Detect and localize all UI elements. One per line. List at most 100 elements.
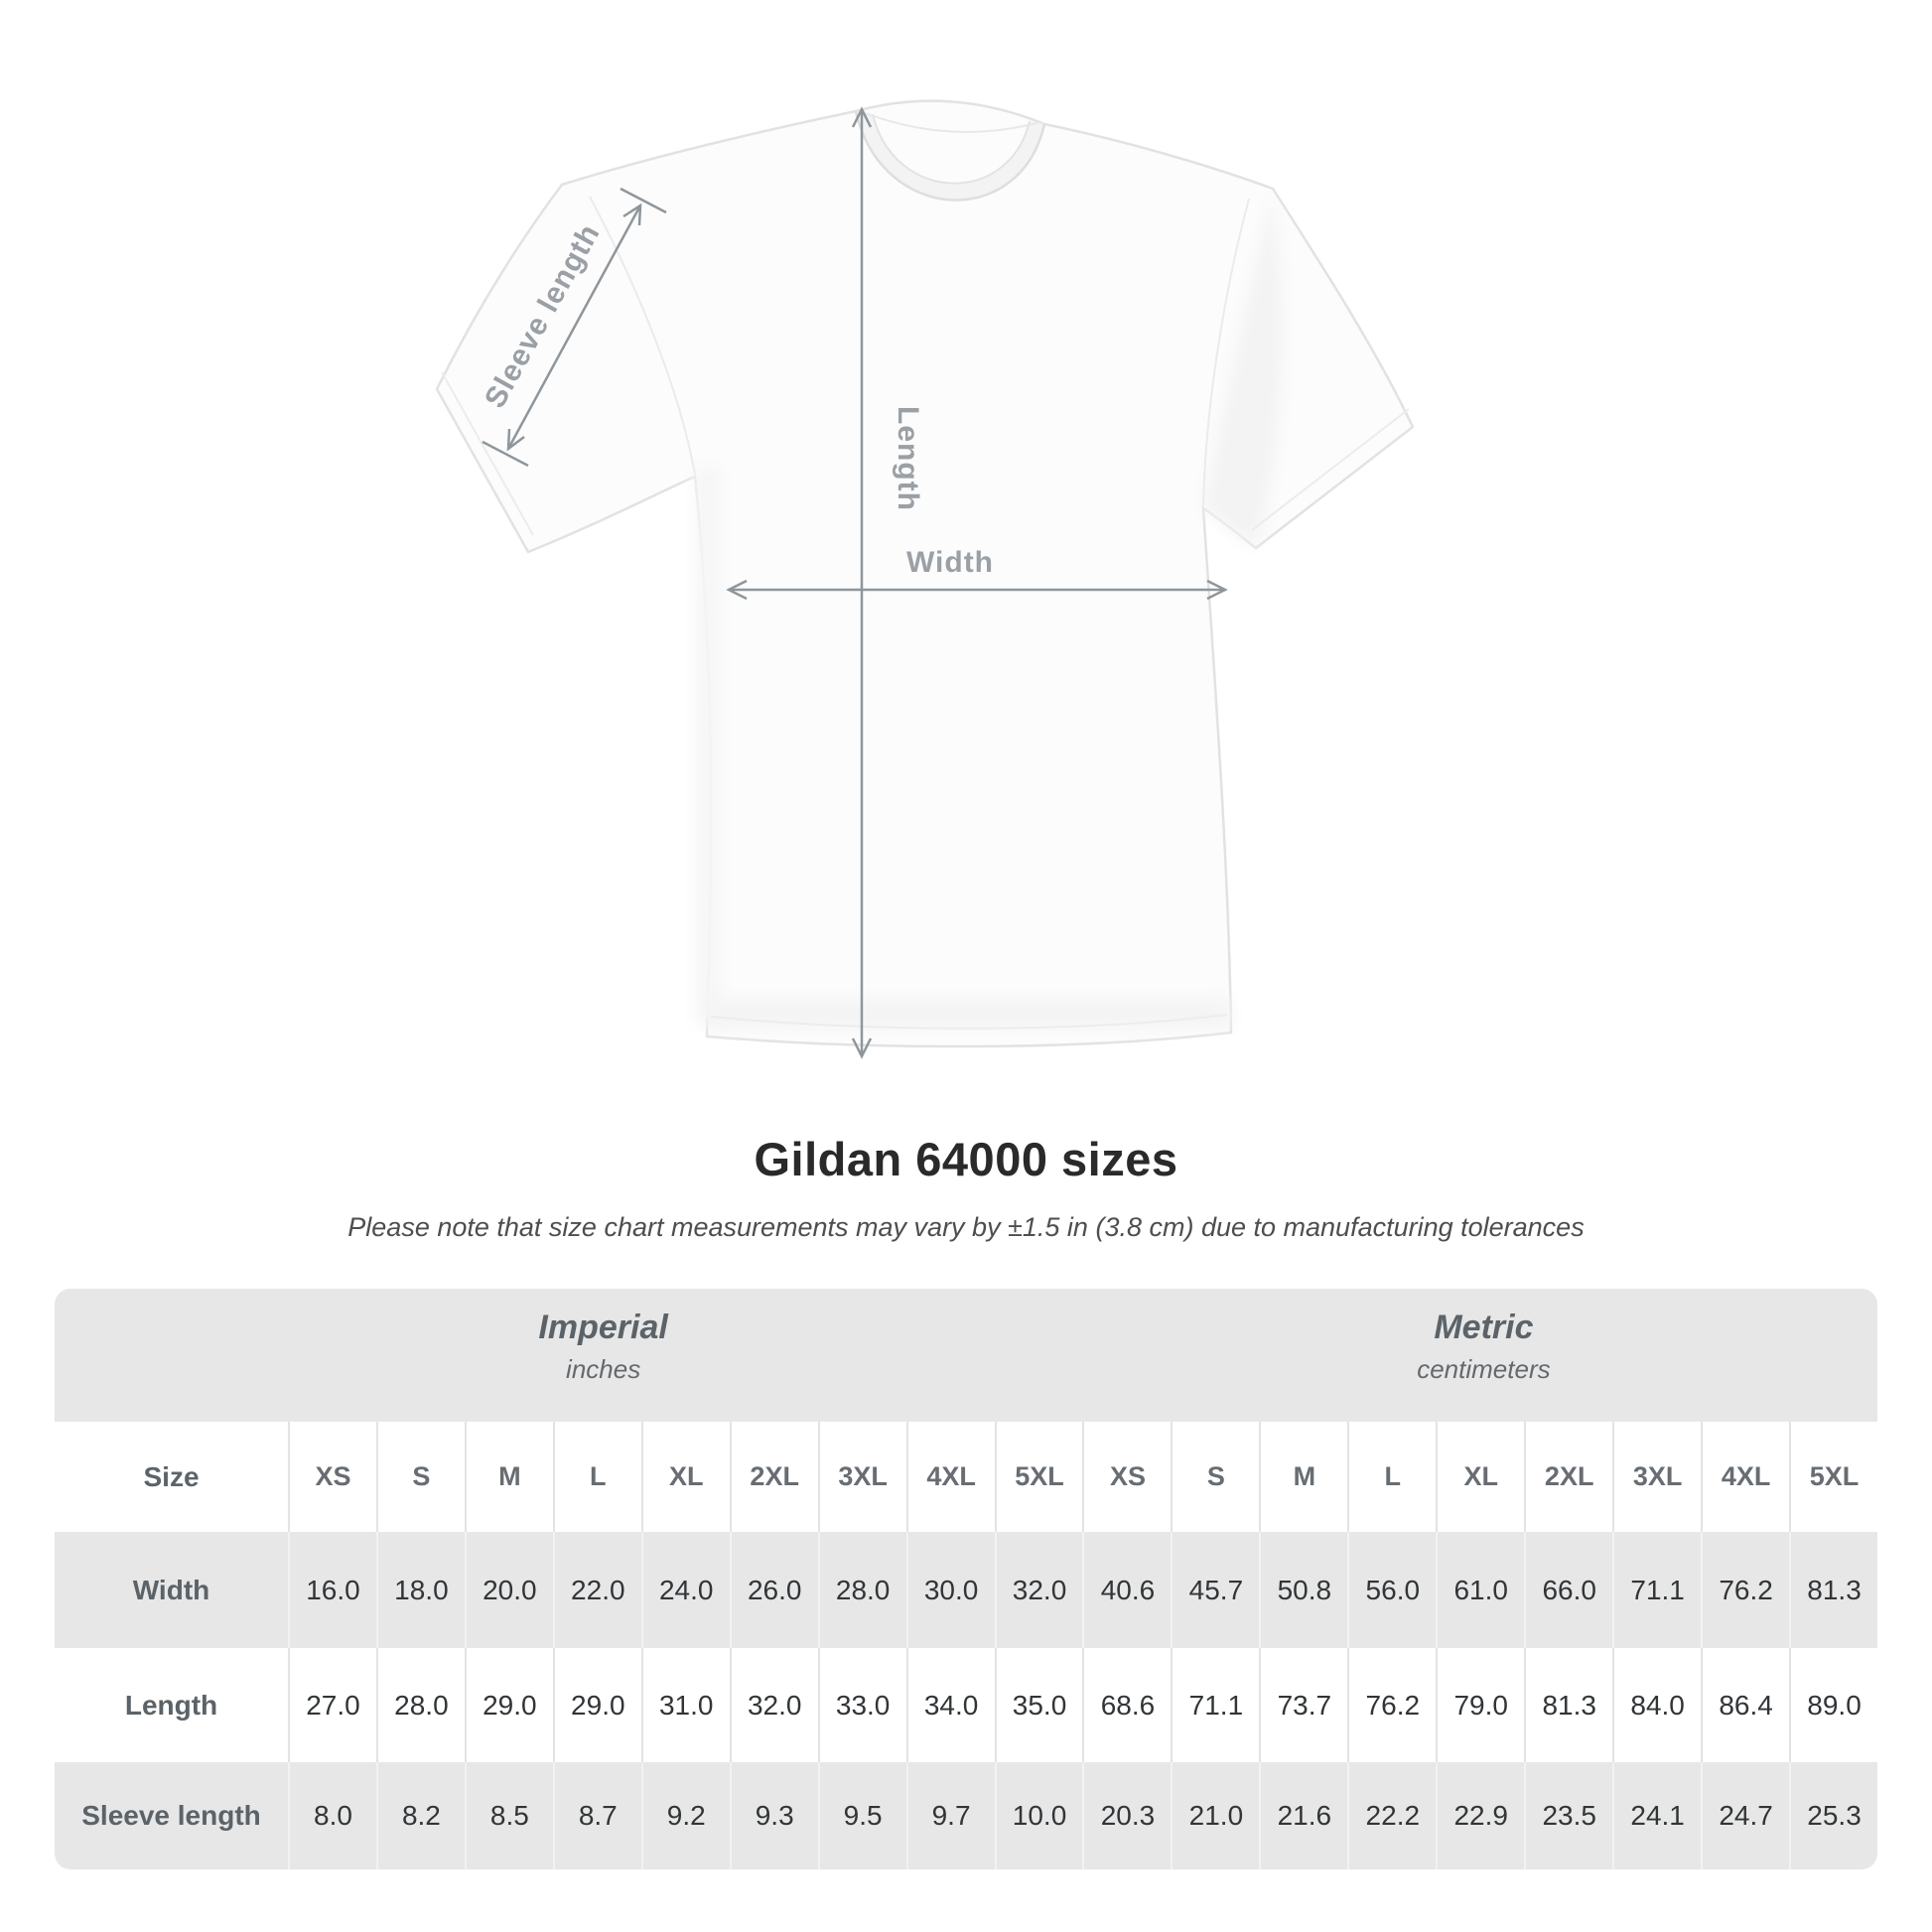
value-cell: 8.0 (288, 1762, 376, 1869)
collar-inner-edge (872, 113, 1031, 185)
size-header-cell: M (1259, 1422, 1347, 1532)
value-cell: 50.8 (1259, 1532, 1347, 1648)
table-row-length: Length 27.0 28.0 29.0 29.0 31.0 32.0 33.… (55, 1648, 1877, 1762)
value-cell: 71.1 (1171, 1648, 1259, 1762)
size-header-cell: 5XL (994, 1422, 1083, 1532)
size-header-row: Size XS S M L XL 2XL 3XL 4XL 5XL XS S M … (55, 1422, 1877, 1532)
value-cell: 32.0 (994, 1532, 1083, 1648)
tshirt-measurement-diagram: Sleeve length Length Width (435, 99, 1415, 1059)
value-cell: 86.4 (1701, 1648, 1789, 1762)
value-cell: 71.1 (1612, 1532, 1701, 1648)
value-cell: 24.7 (1701, 1762, 1789, 1869)
width-arrow (726, 579, 1228, 601)
collar-back-edge (865, 112, 1037, 133)
size-header-cell: 4XL (905, 1422, 995, 1532)
size-header-cell: M (464, 1422, 553, 1532)
imperial-group-header: Imperial inches (538, 1309, 667, 1385)
value-cell: 61.0 (1436, 1532, 1524, 1648)
value-cell: 79.0 (1436, 1648, 1524, 1762)
value-cell: 22.9 (1436, 1762, 1524, 1869)
value-cell: 8.2 (375, 1762, 465, 1869)
value-cell: 76.2 (1347, 1648, 1436, 1762)
value-cell: 89.0 (1789, 1648, 1877, 1762)
left-side-shade (695, 467, 721, 1023)
value-cell: 20.0 (464, 1532, 553, 1648)
size-header-cell: 3XL (1612, 1422, 1701, 1532)
value-cell: 35.0 (994, 1648, 1083, 1762)
page-title: Gildan 64000 sizes (754, 1133, 1178, 1185)
tshirt-body (435, 99, 1415, 1048)
width-label: Width (906, 546, 994, 579)
value-cell: 24.1 (1612, 1762, 1701, 1869)
measurement-arrows (482, 106, 1228, 1059)
value-cell: 68.6 (1082, 1648, 1171, 1762)
hem-stitch (710, 1014, 1228, 1030)
left-armhole-seam (589, 196, 696, 476)
value-cell: 22.2 (1347, 1762, 1436, 1869)
value-cell: 32.0 (729, 1648, 818, 1762)
value-cell: 81.3 (1524, 1648, 1612, 1762)
value-cell: 27.0 (288, 1648, 376, 1762)
value-cell: 16.0 (288, 1532, 376, 1648)
size-header-cell: S (375, 1422, 465, 1532)
size-header-cell: 4XL (1701, 1422, 1789, 1532)
metric-label: Metric (1434, 1309, 1534, 1346)
size-header-cell: 2XL (729, 1422, 818, 1532)
collar-band-fill (856, 111, 1044, 201)
metric-unit-label: centimeters (1417, 1354, 1551, 1384)
size-header-cell: 3XL (817, 1422, 906, 1532)
imperial-unit-label: inches (566, 1354, 641, 1384)
value-cell: 73.7 (1259, 1648, 1347, 1762)
value-cell: 21.6 (1259, 1762, 1347, 1869)
value-cell: 22.0 (552, 1532, 641, 1648)
value-cell: 9.7 (905, 1762, 995, 1869)
value-cell: 10.0 (994, 1762, 1083, 1869)
value-cell: 84.0 (1612, 1648, 1701, 1762)
value-cell: 29.0 (552, 1648, 641, 1762)
length-label: Length (892, 406, 924, 511)
size-header-cell: 5XL (1789, 1422, 1877, 1532)
value-cell: 18.0 (375, 1532, 465, 1648)
value-cell: 20.3 (1082, 1762, 1171, 1869)
tolerance-note: Please note that size chart measurements… (347, 1212, 1585, 1242)
imperial-label: Imperial (538, 1309, 668, 1346)
table-row-width: Width 16.0 18.0 20.0 22.0 24.0 26.0 28.0… (55, 1532, 1877, 1648)
value-cell: 9.5 (817, 1762, 906, 1869)
metric-group-header: Metric centimeters (1417, 1309, 1550, 1385)
value-cell: 29.0 (464, 1648, 553, 1762)
value-cell: 81.3 (1789, 1532, 1877, 1648)
unit-group-header-band: Imperial inches Metric centimeters (55, 1289, 1877, 1422)
value-cell: 30.0 (905, 1532, 995, 1648)
table-row-sleeve-length: Sleeve length 8.0 8.2 8.5 8.7 9.2 9.3 9.… (55, 1762, 1877, 1869)
size-column-header: Size (143, 1460, 200, 1492)
value-cell: 56.0 (1347, 1532, 1436, 1648)
size-header-cell: S (1171, 1422, 1259, 1532)
value-cell: 26.0 (729, 1532, 818, 1648)
size-header-cell: XL (1436, 1422, 1524, 1532)
size-header-cell: XL (640, 1422, 730, 1532)
tshirt-illustration (435, 99, 1415, 1048)
value-cell: 33.0 (817, 1648, 906, 1762)
size-header-cell: 2XL (1524, 1422, 1612, 1532)
right-side-shade (1203, 194, 1283, 548)
value-cell: 21.0 (1171, 1762, 1259, 1869)
collar-outer-edge (854, 110, 1046, 202)
row-label: Width (132, 1574, 210, 1605)
right-armhole-seam (1202, 198, 1250, 507)
row-label: Length (124, 1689, 218, 1721)
size-header-cell: XS (288, 1422, 376, 1532)
value-cell: 23.5 (1524, 1762, 1612, 1869)
value-cell: 9.3 (729, 1762, 818, 1869)
value-cell: 34.0 (905, 1648, 995, 1762)
hem-shade (707, 999, 1231, 1029)
right-cuff-stitch (1251, 408, 1410, 531)
value-cell: 9.2 (640, 1762, 730, 1869)
value-cell: 45.7 (1171, 1532, 1259, 1648)
value-cell: 31.0 (640, 1648, 730, 1762)
row-label: Sleeve length (81, 1800, 261, 1831)
value-cell: 76.2 (1701, 1532, 1789, 1648)
length-arrow (851, 106, 873, 1059)
value-cell: 8.7 (552, 1762, 641, 1869)
value-cell: 25.3 (1789, 1762, 1877, 1869)
sleeve-length-arrow (482, 187, 667, 468)
